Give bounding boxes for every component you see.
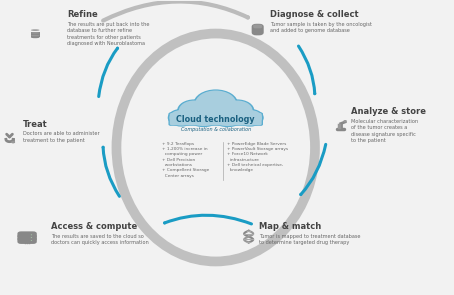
Text: Doctors are able to administer
treatment to the patient: Doctors are able to administer treatment… <box>23 132 100 143</box>
Ellipse shape <box>31 29 39 31</box>
Ellipse shape <box>31 37 39 38</box>
FancyArrowPatch shape <box>99 48 118 96</box>
Circle shape <box>195 91 236 117</box>
Circle shape <box>168 109 195 127</box>
FancyArrowPatch shape <box>103 147 119 196</box>
Text: + PowerEdge Blade Servers
+ PowerVault Storage arrays
+ Force10 Network
  infras: + PowerEdge Blade Servers + PowerVault S… <box>227 142 288 172</box>
Text: Treat: Treat <box>23 120 48 129</box>
Circle shape <box>169 110 193 125</box>
Text: Refine: Refine <box>67 10 98 19</box>
Circle shape <box>193 89 238 118</box>
Ellipse shape <box>31 35 39 37</box>
Circle shape <box>236 109 264 127</box>
Text: Molecular characterization
of the tumor creates a
disease signature specific
to : Molecular characterization of the tumor … <box>351 119 418 143</box>
Text: Map & match: Map & match <box>260 222 322 231</box>
Text: The results are saved to the cloud so
doctors can quickly access information: The results are saved to the cloud so do… <box>51 234 149 245</box>
Text: + 9.2 Teraflops
+ 1,200% increase in
  computing power
+ Dell Precision
  workst: + 9.2 Teraflops + 1,200% increase in com… <box>162 142 209 178</box>
FancyBboxPatch shape <box>31 35 39 37</box>
Circle shape <box>238 110 262 125</box>
Circle shape <box>31 237 32 238</box>
Circle shape <box>179 101 210 120</box>
FancyBboxPatch shape <box>17 234 37 241</box>
Circle shape <box>188 105 220 126</box>
FancyArrowPatch shape <box>298 46 315 94</box>
Text: Tumor is mapped to treatment database
to determine targeted drug therapy: Tumor is mapped to treatment database to… <box>260 234 361 245</box>
Circle shape <box>222 101 252 120</box>
Circle shape <box>11 141 15 143</box>
Circle shape <box>177 99 212 122</box>
FancyBboxPatch shape <box>170 113 262 125</box>
Circle shape <box>210 104 246 127</box>
Circle shape <box>186 104 222 127</box>
Circle shape <box>220 99 254 122</box>
Text: Analyze & store: Analyze & store <box>351 106 426 116</box>
Circle shape <box>212 105 244 126</box>
Text: Diagnose & collect: Diagnose & collect <box>270 10 359 19</box>
FancyBboxPatch shape <box>17 237 37 244</box>
FancyArrowPatch shape <box>301 144 326 194</box>
FancyBboxPatch shape <box>253 24 262 28</box>
Text: The results are put back into the
database to further refine
treatments for othe: The results are put back into the databa… <box>67 22 149 46</box>
Text: Access & compute: Access & compute <box>51 222 137 231</box>
FancyBboxPatch shape <box>252 24 264 35</box>
Text: Cloud technology: Cloud technology <box>177 115 255 124</box>
Ellipse shape <box>31 32 39 34</box>
Text: Computation & collaboration: Computation & collaboration <box>181 127 251 132</box>
Text: Tumor sample is taken by the oncologist
and added to genome database: Tumor sample is taken by the oncologist … <box>270 22 372 33</box>
FancyBboxPatch shape <box>168 112 263 126</box>
Circle shape <box>31 240 32 241</box>
FancyArrowPatch shape <box>103 1 248 21</box>
FancyBboxPatch shape <box>31 32 39 35</box>
FancyBboxPatch shape <box>17 231 37 238</box>
Circle shape <box>343 120 347 122</box>
FancyArrowPatch shape <box>164 215 252 224</box>
